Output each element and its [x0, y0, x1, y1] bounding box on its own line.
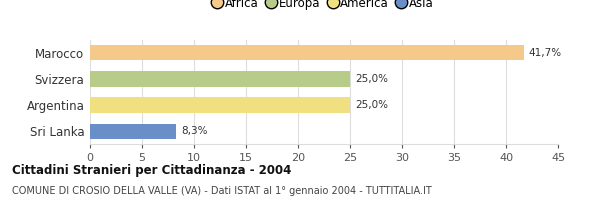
Text: 41,7%: 41,7%: [529, 48, 562, 58]
Text: Cittadini Stranieri per Cittadinanza - 2004: Cittadini Stranieri per Cittadinanza - 2…: [12, 164, 292, 177]
Text: 8,3%: 8,3%: [182, 126, 208, 136]
Bar: [90, 97, 350, 113]
Text: 25,0%: 25,0%: [355, 74, 388, 84]
Bar: [90, 71, 350, 87]
Bar: [90, 124, 176, 139]
Bar: [90, 45, 524, 60]
Legend: Africa, Europa, America, Asia: Africa, Europa, America, Asia: [209, 0, 439, 14]
Text: COMUNE DI CROSIO DELLA VALLE (VA) - Dati ISTAT al 1° gennaio 2004 - TUTTITALIA.I: COMUNE DI CROSIO DELLA VALLE (VA) - Dati…: [12, 186, 432, 196]
Text: 25,0%: 25,0%: [355, 100, 388, 110]
